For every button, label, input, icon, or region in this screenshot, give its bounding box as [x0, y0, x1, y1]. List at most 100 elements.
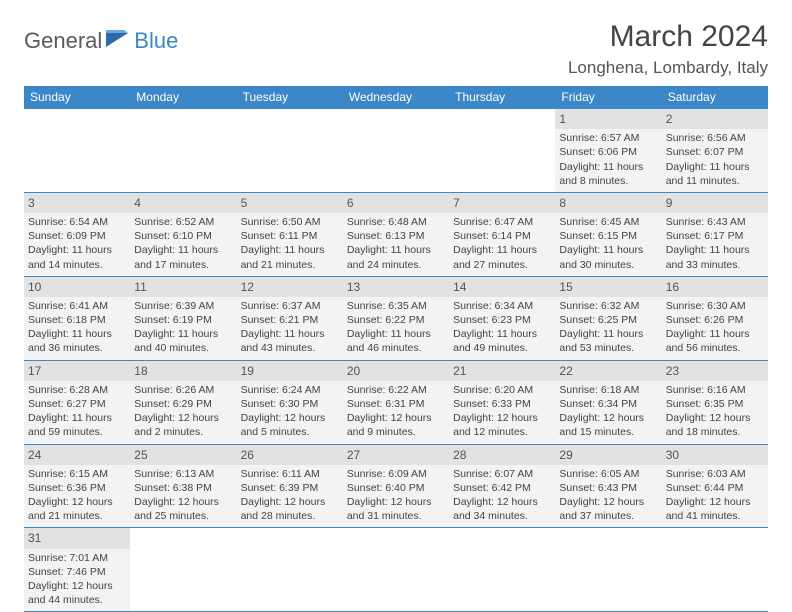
sunrise-text: Sunrise: 6:32 AM: [559, 299, 657, 313]
sunset-text: Sunset: 6:26 PM: [666, 313, 764, 327]
sunset-text: Sunset: 6:06 PM: [559, 145, 657, 159]
day-cell: 10Sunrise: 6:41 AMSunset: 6:18 PMDayligh…: [24, 277, 130, 360]
sunset-text: Sunset: 6:11 PM: [241, 229, 339, 243]
day-number: 11: [130, 277, 236, 297]
sunset-text: Sunset: 6:13 PM: [347, 229, 445, 243]
day1-text: Daylight: 12 hours: [559, 411, 657, 425]
day1-text: Daylight: 12 hours: [453, 411, 551, 425]
header: General Blue March 2024 Longhena, Lombar…: [24, 20, 768, 78]
day1-text: Daylight: 12 hours: [134, 495, 232, 509]
day-number: 8: [555, 193, 661, 213]
day-cell: 14Sunrise: 6:34 AMSunset: 6:23 PMDayligh…: [449, 277, 555, 360]
sunrise-text: Sunrise: 6:18 AM: [559, 383, 657, 397]
day1-text: Daylight: 11 hours: [453, 243, 551, 257]
day-number: 18: [130, 361, 236, 381]
weekday-header: Monday: [130, 86, 236, 108]
day-cell: 23Sunrise: 6:16 AMSunset: 6:35 PMDayligh…: [662, 361, 768, 444]
day1-text: Daylight: 12 hours: [666, 411, 764, 425]
day-number: 20: [343, 361, 449, 381]
day-cell: 2Sunrise: 6:56 AMSunset: 6:07 PMDaylight…: [662, 109, 768, 192]
day-number: 29: [555, 445, 661, 465]
sunset-text: Sunset: 6:29 PM: [134, 397, 232, 411]
day2-text: and 53 minutes.: [559, 341, 657, 355]
day2-text: and 12 minutes.: [453, 425, 551, 439]
day-number: 17: [24, 361, 130, 381]
day-number: 30: [662, 445, 768, 465]
day1-text: Daylight: 11 hours: [559, 327, 657, 341]
day1-text: Daylight: 11 hours: [347, 243, 445, 257]
sunset-text: Sunset: 6:34 PM: [559, 397, 657, 411]
day2-text: and 25 minutes.: [134, 509, 232, 523]
day2-text: and 56 minutes.: [666, 341, 764, 355]
empty-cell: [555, 528, 661, 611]
day1-text: Daylight: 11 hours: [559, 160, 657, 174]
day2-text: and 9 minutes.: [347, 425, 445, 439]
sunset-text: Sunset: 6:31 PM: [347, 397, 445, 411]
day1-text: Daylight: 11 hours: [666, 160, 764, 174]
sunrise-text: Sunrise: 6:26 AM: [134, 383, 232, 397]
day1-text: Daylight: 11 hours: [666, 327, 764, 341]
day-cell: 19Sunrise: 6:24 AMSunset: 6:30 PMDayligh…: [237, 361, 343, 444]
sunrise-text: Sunrise: 6:11 AM: [241, 467, 339, 481]
sunrise-text: Sunrise: 6:05 AM: [559, 467, 657, 481]
day2-text: and 49 minutes.: [453, 341, 551, 355]
empty-cell: [343, 528, 449, 611]
sunset-text: Sunset: 6:10 PM: [134, 229, 232, 243]
day1-text: Daylight: 12 hours: [347, 411, 445, 425]
day2-text: and 5 minutes.: [241, 425, 339, 439]
sunset-text: Sunset: 6:35 PM: [666, 397, 764, 411]
day-number: 31: [24, 528, 130, 548]
day2-text: and 28 minutes.: [241, 509, 339, 523]
day2-text: and 8 minutes.: [559, 174, 657, 188]
sunset-text: Sunset: 6:27 PM: [28, 397, 126, 411]
sunset-text: Sunset: 6:38 PM: [134, 481, 232, 495]
weekday-header: Sunday: [24, 86, 130, 108]
sunset-text: Sunset: 6:14 PM: [453, 229, 551, 243]
day-cell: 29Sunrise: 6:05 AMSunset: 6:43 PMDayligh…: [555, 445, 661, 528]
day-cell: 13Sunrise: 6:35 AMSunset: 6:22 PMDayligh…: [343, 277, 449, 360]
day-number: 2: [662, 109, 768, 129]
day1-text: Daylight: 12 hours: [453, 495, 551, 509]
sunrise-text: Sunrise: 6:45 AM: [559, 215, 657, 229]
sunrise-text: Sunrise: 6:41 AM: [28, 299, 126, 313]
sunrise-text: Sunrise: 6:50 AM: [241, 215, 339, 229]
day2-text: and 43 minutes.: [241, 341, 339, 355]
location-label: Longhena, Lombardy, Italy: [568, 58, 768, 78]
sunrise-text: Sunrise: 6:34 AM: [453, 299, 551, 313]
sunrise-text: Sunrise: 6:13 AM: [134, 467, 232, 481]
day1-text: Daylight: 11 hours: [28, 243, 126, 257]
week-row: 17Sunrise: 6:28 AMSunset: 6:27 PMDayligh…: [24, 360, 768, 444]
sunrise-text: Sunrise: 6:20 AM: [453, 383, 551, 397]
day-cell: 16Sunrise: 6:30 AMSunset: 6:26 PMDayligh…: [662, 277, 768, 360]
day-cell: 15Sunrise: 6:32 AMSunset: 6:25 PMDayligh…: [555, 277, 661, 360]
sunset-text: Sunset: 6:21 PM: [241, 313, 339, 327]
sunset-text: Sunset: 6:23 PM: [453, 313, 551, 327]
day2-text: and 11 minutes.: [666, 174, 764, 188]
day-cell: 11Sunrise: 6:39 AMSunset: 6:19 PMDayligh…: [130, 277, 236, 360]
sunrise-text: Sunrise: 6:24 AM: [241, 383, 339, 397]
weekday-header: Thursday: [449, 86, 555, 108]
empty-cell: [343, 109, 449, 192]
day-cell: 28Sunrise: 6:07 AMSunset: 6:42 PMDayligh…: [449, 445, 555, 528]
week-row: 24Sunrise: 6:15 AMSunset: 6:36 PMDayligh…: [24, 444, 768, 528]
day1-text: Daylight: 11 hours: [347, 327, 445, 341]
sunrise-text: Sunrise: 6:54 AM: [28, 215, 126, 229]
title-block: March 2024 Longhena, Lombardy, Italy: [568, 20, 768, 78]
logo-text-general: General: [24, 28, 102, 54]
day1-text: Daylight: 11 hours: [28, 327, 126, 341]
day-number: 15: [555, 277, 661, 297]
day-cell: 7Sunrise: 6:47 AMSunset: 6:14 PMDaylight…: [449, 193, 555, 276]
sunrise-text: Sunrise: 7:01 AM: [28, 551, 126, 565]
day1-text: Daylight: 12 hours: [666, 495, 764, 509]
day-cell: 26Sunrise: 6:11 AMSunset: 6:39 PMDayligh…: [237, 445, 343, 528]
day2-text: and 59 minutes.: [28, 425, 126, 439]
sunset-text: Sunset: 6:33 PM: [453, 397, 551, 411]
day2-text: and 33 minutes.: [666, 258, 764, 272]
day-number: 24: [24, 445, 130, 465]
day-cell: 21Sunrise: 6:20 AMSunset: 6:33 PMDayligh…: [449, 361, 555, 444]
weekday-header: Friday: [555, 86, 661, 108]
sunrise-text: Sunrise: 6:22 AM: [347, 383, 445, 397]
day-cell: 12Sunrise: 6:37 AMSunset: 6:21 PMDayligh…: [237, 277, 343, 360]
sunrise-text: Sunrise: 6:09 AM: [347, 467, 445, 481]
logo-flag-icon: [106, 30, 132, 53]
